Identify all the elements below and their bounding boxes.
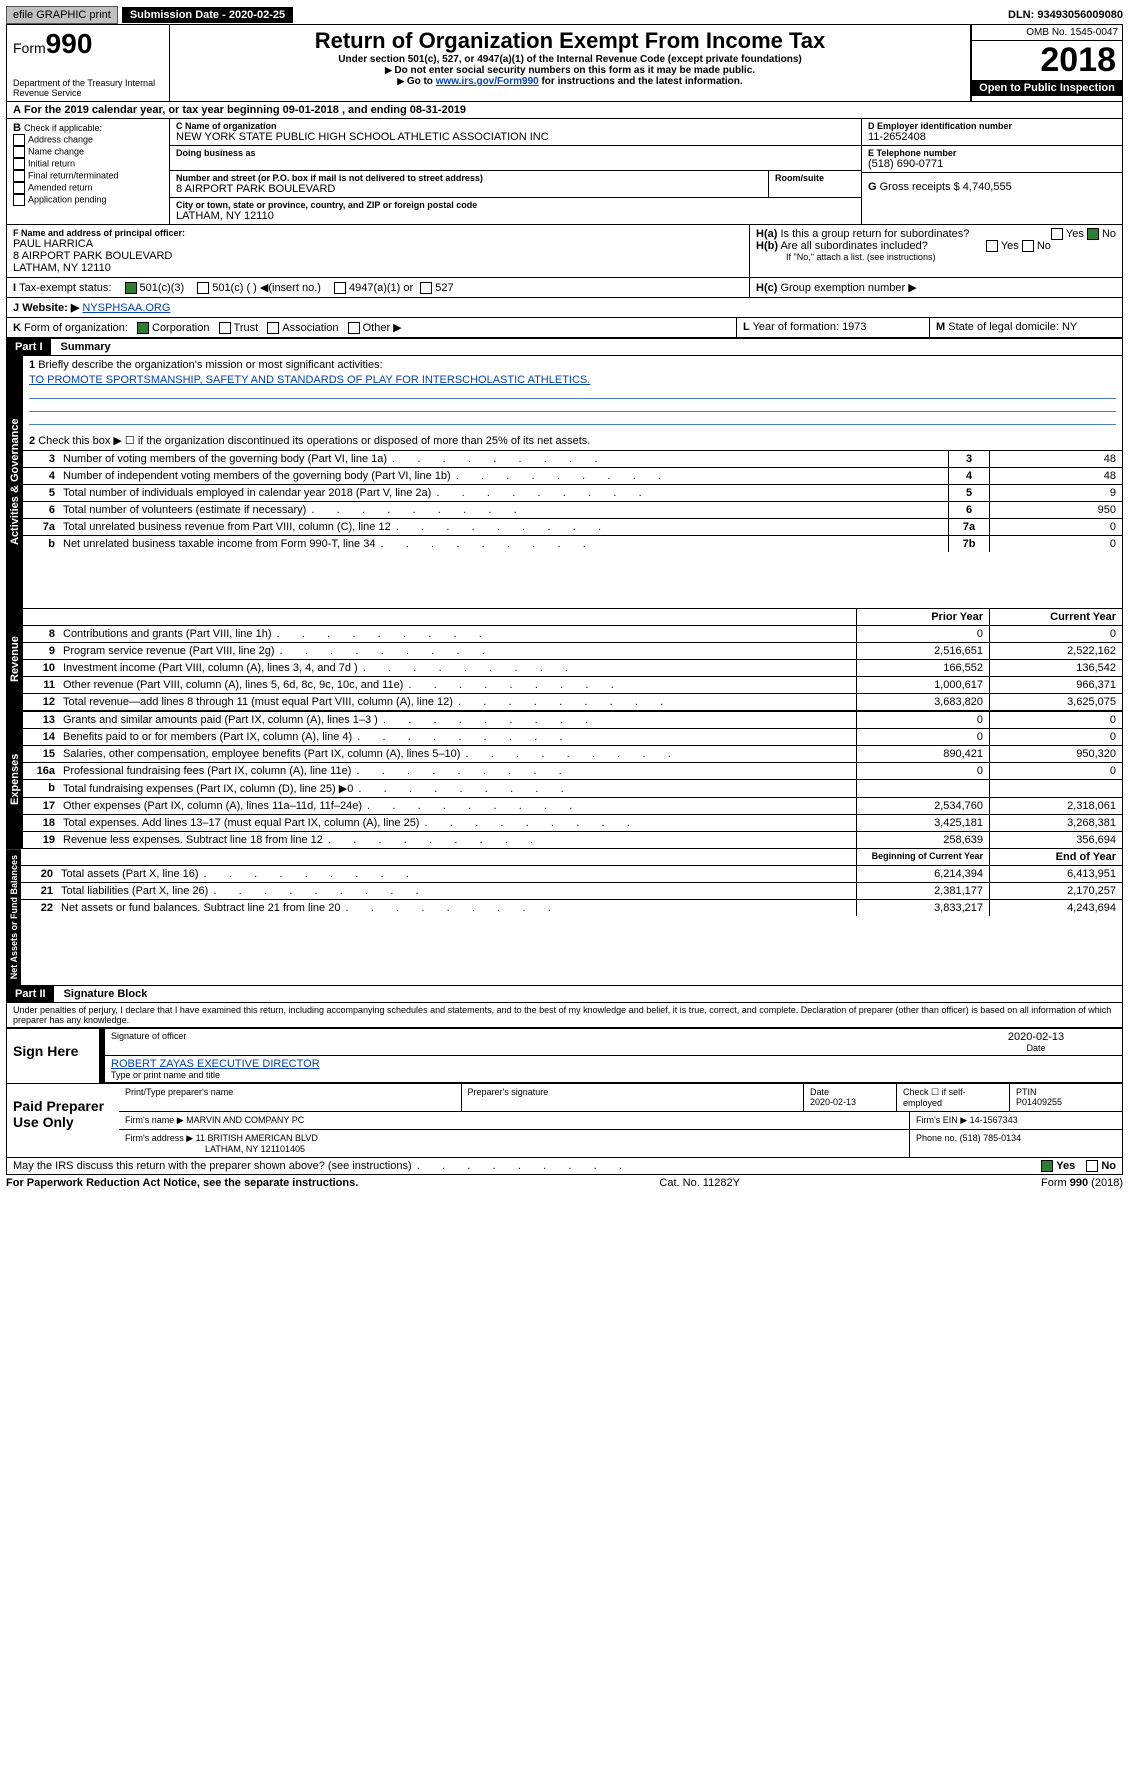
city-label: City or town, state or province, country… [176, 200, 855, 210]
check-applicable-label: Check if applicable: [24, 123, 102, 133]
paid-preparer-label: Paid Preparer Use Only [7, 1084, 119, 1157]
mission-label: Briefly describe the organization's miss… [38, 359, 382, 371]
typed-name: ROBERT ZAYAS EXECUTIVE DIRECTOR [111, 1058, 320, 1070]
org-name: NEW YORK STATE PUBLIC HIGH SCHOOL ATHLET… [176, 131, 855, 143]
governance-tab: Activities & Governance [7, 356, 23, 608]
paperwork-notice: For Paperwork Reduction Act Notice, see … [6, 1177, 358, 1189]
self-employed-check[interactable]: Check ☐ if self-employed [897, 1084, 1010, 1111]
form-title: Return of Organization Exempt From Incom… [176, 28, 964, 54]
phone-value: (518) 690-0771 [868, 158, 1116, 170]
phone-label: Telephone number [877, 148, 957, 158]
form-org-label: Form of organization: [24, 322, 128, 334]
officer-addr: 8 AIRPORT PARK BOULEVARD [13, 250, 743, 262]
firm-ein: 14-1567343 [970, 1115, 1018, 1125]
dba-label: Doing business as [176, 148, 855, 158]
part1-header: Part I [7, 339, 51, 355]
gross-value: 4,740,555 [963, 181, 1012, 193]
form-number: 990 [46, 28, 93, 59]
opt-initial[interactable]: Initial return [13, 158, 163, 170]
beginning-year-header: Beginning of Current Year [856, 849, 989, 865]
pp-date: 2020-02-13 [810, 1097, 856, 1107]
part2-header: Part II [7, 986, 54, 1002]
website-label: Website: ▶ [22, 302, 79, 314]
subtitle-1: Under section 501(c), 527, or 4947(a)(1)… [176, 54, 964, 65]
prior-year-header: Prior Year [856, 609, 989, 625]
ein-label: Employer identification number [877, 121, 1012, 131]
dept-label: Department of the Treasury Internal Reve… [13, 78, 163, 98]
discuss-question: May the IRS discuss this return with the… [13, 1160, 412, 1172]
hc-label: Group exemption number ▶ [780, 282, 916, 294]
ein-value: 11-2652408 [868, 131, 1116, 143]
top-toolbar: efile GRAPHIC print Submission Date - 20… [6, 6, 1123, 24]
ptin-value: P01409255 [1016, 1097, 1062, 1107]
officer-city: LATHAM, NY 12110 [13, 262, 743, 274]
pp-name-label: Print/Type preparer's name [119, 1084, 462, 1111]
line2-text: Check this box ▶ ☐ if the organization d… [38, 435, 590, 447]
opt-address[interactable]: Address change [13, 134, 163, 146]
period-line: A For the 2019 calendar year, or tax yea… [13, 104, 466, 116]
addr-label: Number and street (or P.O. box if mail i… [176, 173, 762, 183]
street-address: 8 AIRPORT PARK BOULEVARD [176, 183, 762, 195]
form-container: Form990 Department of the Treasury Inter… [6, 24, 1123, 1175]
opt-final[interactable]: Final return/terminated [13, 170, 163, 182]
gross-label: Gross receipts $ [880, 181, 960, 193]
year-formation: 1973 [842, 321, 866, 333]
part1-title: Summary [51, 341, 111, 353]
opt-name[interactable]: Name change [13, 146, 163, 158]
netassets-tab: Net Assets or Fund Balances [7, 849, 21, 985]
end-year-header: End of Year [989, 849, 1122, 865]
firm-address: 11 BRITISH AMERICAN BLVD [196, 1133, 318, 1143]
subtitle-2: Do not enter social security numbers on … [176, 65, 964, 76]
subtitle-3: Go to www.irs.gov/Form990 for instructio… [407, 76, 743, 87]
dln-label: DLN: 93493056009080 [1008, 9, 1123, 21]
current-year-header: Current Year [989, 609, 1122, 625]
name-label: Name of organization [185, 121, 277, 131]
tax-year: 2018 [972, 41, 1122, 80]
part2-title: Signature Block [54, 988, 148, 1000]
efile-button[interactable]: efile GRAPHIC print [6, 6, 118, 24]
officer-label: Name and address of principal officer: [21, 228, 185, 238]
sign-here-label: Sign Here [7, 1029, 99, 1083]
sig-date: 2020-02-13 [1008, 1031, 1064, 1043]
cat-number: Cat. No. 11282Y [659, 1177, 740, 1189]
form-word: Form [13, 40, 46, 56]
open-inspection: Open to Public Inspection [972, 80, 1122, 96]
state-domicile: NY [1062, 321, 1077, 333]
opt-pending[interactable]: Application pending [13, 194, 163, 206]
expenses-tab: Expenses [7, 711, 23, 848]
officer-name: PAUL HARRICA [13, 238, 743, 250]
tax-status-label: Tax-exempt status: [19, 282, 111, 294]
form-footer: Form 990 (2018) [1041, 1177, 1123, 1189]
omb-number: OMB No. 1545-0047 [972, 25, 1122, 41]
firm-name: MARVIN AND COMPANY PC [186, 1115, 304, 1125]
room-label: Room/suite [768, 171, 861, 197]
opt-amended[interactable]: Amended return [13, 182, 163, 194]
revenue-tab: Revenue [7, 609, 23, 710]
mission-text: TO PROMOTE SPORTSMANSHIP, SAFETY AND STA… [29, 374, 590, 386]
website-value[interactable]: NYSPHSAA.ORG [82, 302, 170, 314]
hb-label: Are all subordinates included? [780, 240, 927, 252]
firm-phone: (518) 785-0134 [960, 1133, 1022, 1143]
typed-label: Type or print name and title [111, 1070, 1116, 1080]
sig-officer-label: Signature of officer [111, 1031, 944, 1041]
pp-sig-label: Preparer's signature [462, 1084, 805, 1111]
submission-date-button[interactable]: Submission Date - 2020-02-25 [122, 7, 293, 23]
perjury-declaration: Under penalties of perjury, I declare th… [7, 1002, 1122, 1027]
hb-note: If "No," attach a list. (see instruction… [756, 252, 1116, 262]
city-value: LATHAM, NY 12110 [176, 210, 855, 222]
ha-label: Is this a group return for subordinates? [780, 228, 969, 240]
